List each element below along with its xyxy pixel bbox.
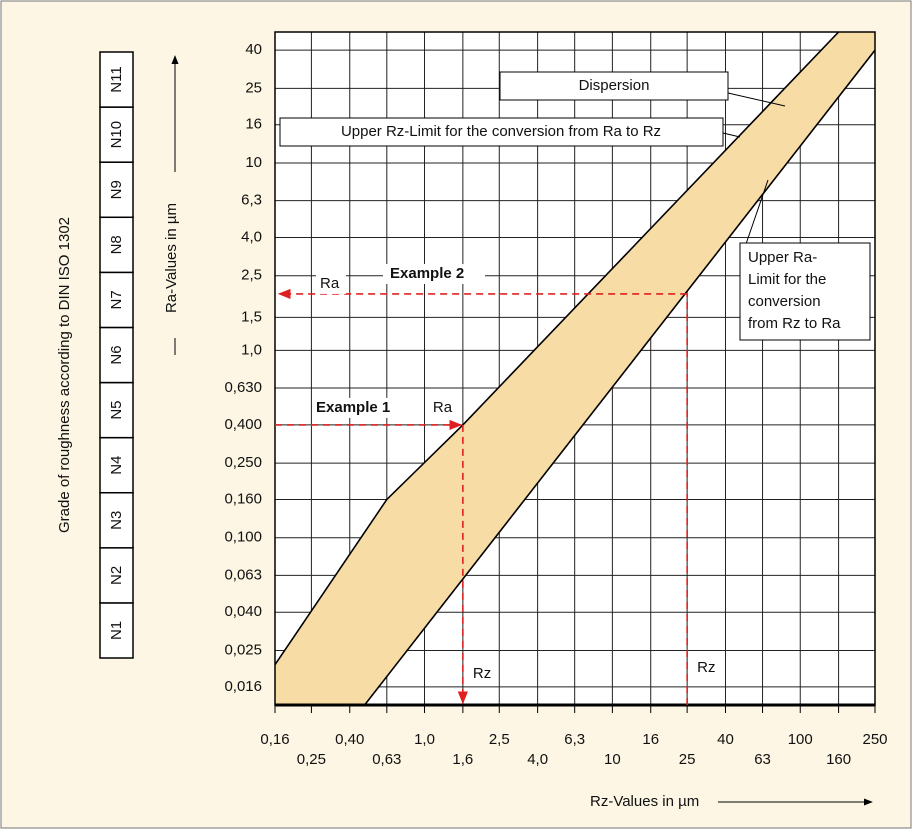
x-tick-label: 10: [604, 751, 621, 768]
grade-box: [99, 547, 134, 604]
leader-line: [722, 132, 741, 138]
y-tick-label: 0,100: [224, 529, 262, 546]
boundary-line: [364, 49, 875, 705]
callout-text: Dispersion: [579, 77, 650, 94]
y-tick-label: 0,400: [224, 416, 262, 433]
x-tick-label: 16: [642, 731, 659, 748]
callout-box: [279, 117, 724, 147]
example-label: Example 1: [316, 399, 390, 416]
y-tick-label: 16: [245, 116, 262, 133]
y-tick-label: 1,0: [241, 341, 262, 358]
grade-box: [99, 271, 134, 329]
dispersion-band: [275, 32, 875, 705]
grade-box: [99, 161, 134, 219]
grade-label: N8: [108, 235, 125, 254]
grade-label: N3: [108, 511, 125, 530]
y-tick-label: 0,016: [224, 678, 262, 695]
callout-text: conversion: [748, 293, 821, 310]
callout-text: Limit for the: [748, 271, 826, 288]
callout-text: from Rz to Ra: [748, 315, 841, 332]
grade-label: N4: [108, 456, 125, 475]
x-tick-label: 25: [679, 751, 696, 768]
grade-label: N11: [108, 66, 125, 92]
x-tick-label: 160: [826, 751, 851, 768]
callout-box: [739, 242, 871, 341]
grade-label: N5: [108, 400, 125, 419]
grade-label: N1: [108, 621, 125, 640]
y-tick-label: 0,025: [224, 641, 262, 658]
grade-box: [99, 51, 134, 108]
y-tick-label: 25: [245, 79, 262, 96]
x-tick-label: 1,6: [452, 751, 473, 768]
label-bg: [312, 397, 402, 418]
example-rz-label: Rz: [697, 659, 715, 676]
y-tick-label: 0,630: [224, 379, 262, 396]
label-bg: [383, 263, 485, 284]
y-tick-label: 0,040: [224, 603, 262, 620]
x-tick-label: 6,3: [564, 731, 585, 748]
grade-box: [99, 381, 134, 439]
y-tick-label: 40: [245, 41, 262, 58]
grade-label: N9: [108, 180, 125, 199]
x-tick-label: 100: [788, 731, 813, 748]
grade-label: N6: [108, 345, 125, 364]
x-tick-label: 0,16: [260, 731, 289, 748]
example-label: Example 2: [390, 265, 464, 282]
callout-text: Upper Rz-Limit for the conversion from R…: [341, 123, 661, 140]
leader-line: [727, 92, 786, 107]
boundary-line: [275, 32, 840, 666]
y-tick-label: 1,5: [241, 308, 262, 325]
label-bg: [316, 273, 346, 294]
y-axis-title: Ra-Values in µm: [163, 203, 180, 313]
x-tick-label: 250: [862, 731, 887, 748]
x-tick-label: 1,0: [414, 731, 435, 748]
callout-text: Upper Ra-: [748, 249, 817, 266]
example-rz-label: Rz: [473, 665, 491, 682]
y-tick-label: 0,063: [224, 566, 262, 583]
leader-line: [745, 179, 769, 245]
grade-label: N7: [108, 290, 125, 309]
x-tick-label: 40: [717, 731, 734, 748]
x-tick-label: 4,0: [527, 751, 548, 768]
x-axis-title: Rz-Values in µm: [590, 793, 699, 810]
grade-box: [99, 602, 134, 659]
x-tick-label: 0,63: [372, 751, 401, 768]
x-tick-label: 0,40: [335, 731, 364, 748]
example-ra-label: Ra: [433, 399, 453, 416]
y-tick-label: 10: [245, 154, 262, 171]
y-tick-label: 2,5: [241, 267, 262, 284]
y-tick-label: 4,0: [241, 229, 262, 246]
grade-scale-title: Grade of roughness according to DIN ISO …: [56, 217, 73, 533]
y-tick-label: 0,160: [224, 490, 262, 507]
x-tick-label: 0,25: [297, 751, 326, 768]
x-tick-label: 63: [754, 751, 771, 768]
grade-box: [99, 216, 134, 274]
x-tick-label: 2,5: [489, 731, 510, 748]
y-tick-label: 6,3: [241, 192, 262, 209]
y-tick-label: 0,250: [224, 454, 262, 471]
callout-box: [499, 71, 729, 101]
example-ra-label: Ra: [320, 275, 340, 292]
grade-label: N10: [108, 121, 125, 149]
grade-label: N2: [108, 566, 125, 585]
